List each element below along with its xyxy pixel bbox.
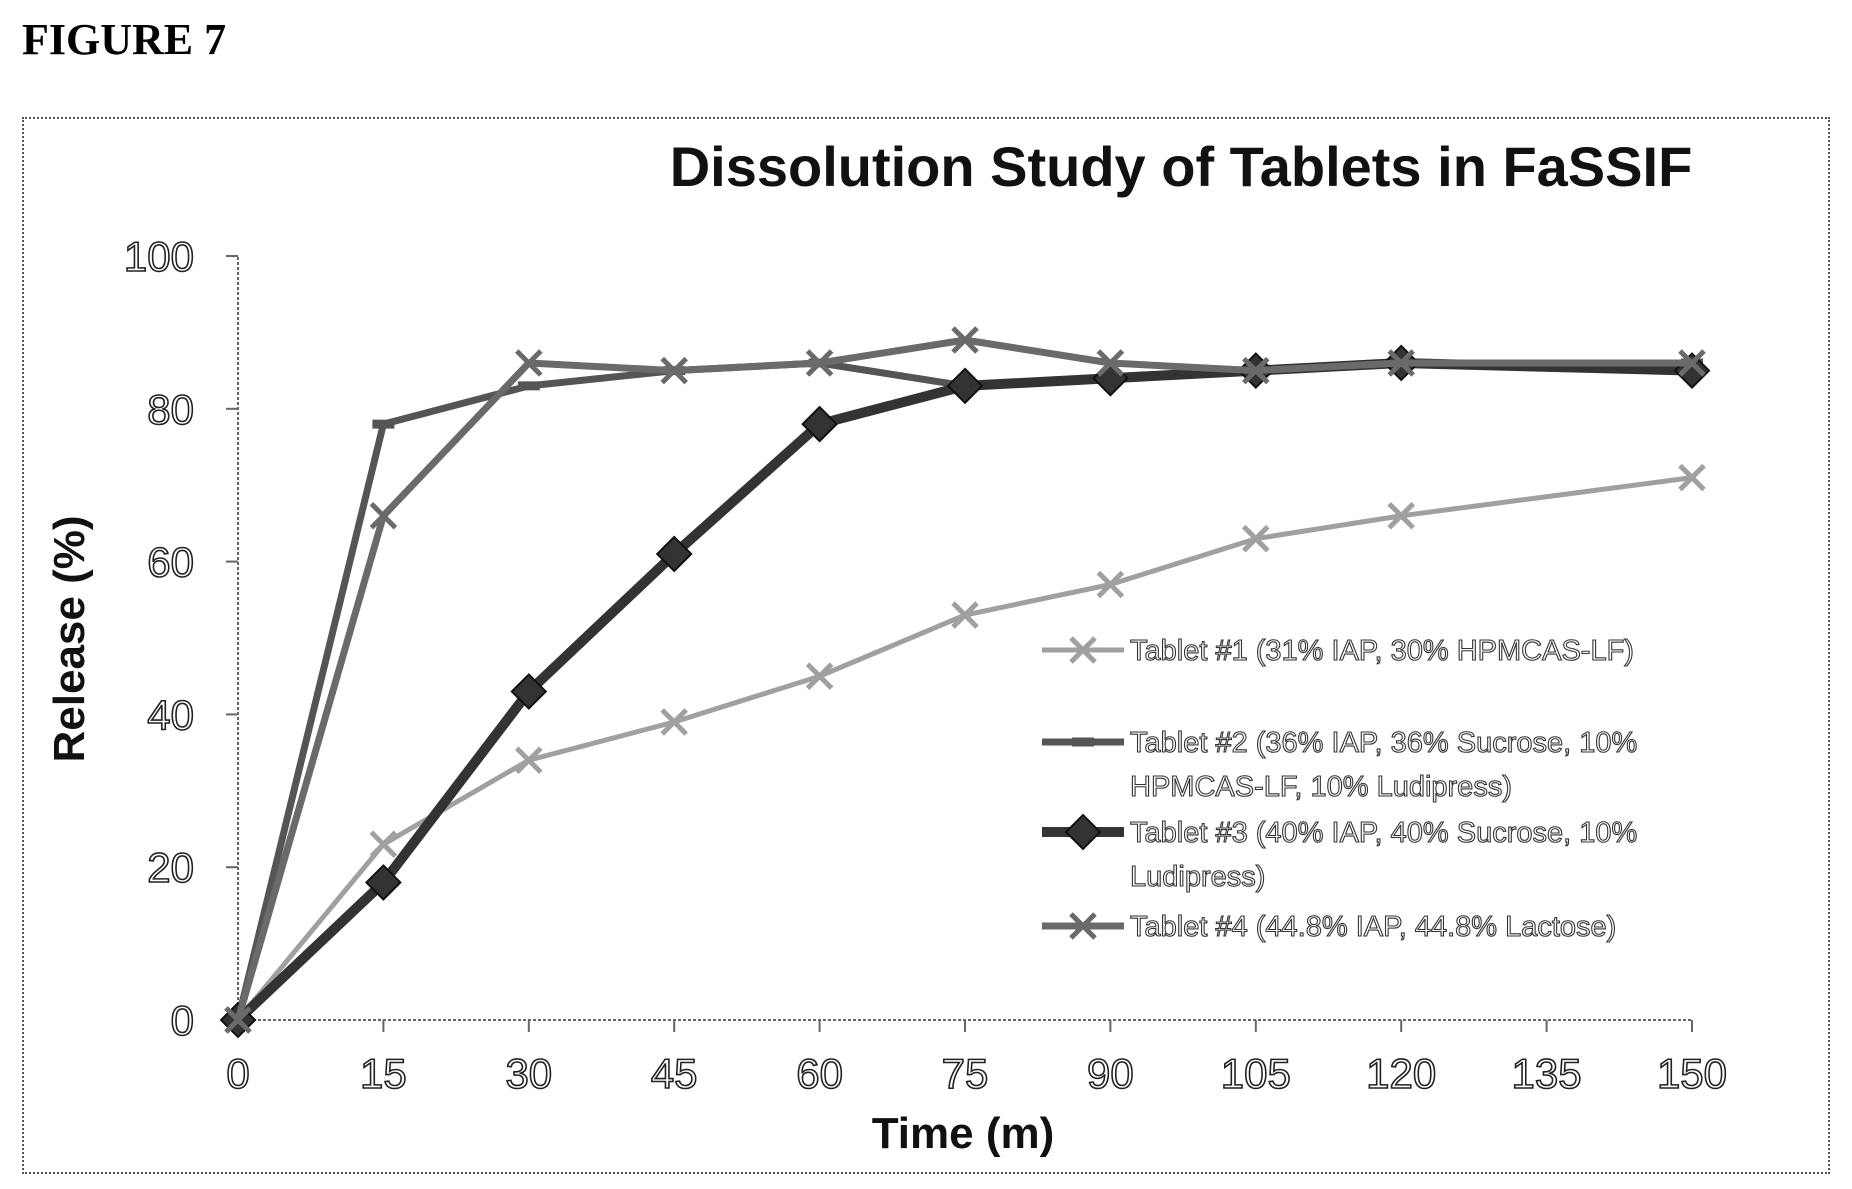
series-4-point — [515, 349, 543, 377]
marker-stroke — [1069, 912, 1097, 940]
marker-stroke — [369, 830, 398, 859]
series-3-point — [364, 864, 402, 901]
legend-label: Tablet #1 (31% IAP, 30% HPMCAS-LF) — [1130, 635, 1634, 667]
marker-stroke — [660, 356, 688, 385]
x-tick-label: 0 — [226, 1050, 249, 1097]
marker-stroke — [515, 349, 543, 377]
x-tick-label: 30 — [505, 1050, 552, 1097]
y-axis-title: Release (%) — [45, 515, 94, 762]
marker-stroke — [951, 326, 979, 354]
legend-label: Tablet #3 (40% IAP, 40% Sucrose, 10% — [1130, 817, 1637, 849]
x-axis-title: Time (m) — [872, 1109, 1055, 1158]
marker-stroke — [805, 349, 834, 377]
x-tick-label: 135 — [1512, 1050, 1582, 1097]
legend: Tablet #1 (31% IAP, 30% HPMCAS-LF) Tablet… — [1042, 634, 1638, 944]
legend-label: Tablet #4 (44.8% IAP, 44.8% Lactose) — [1130, 911, 1616, 943]
series-1-point — [951, 601, 979, 629]
series-1-point — [1242, 524, 1270, 553]
series-3-point — [510, 673, 548, 710]
legend-item-4: Tablet #4 (44.8% IAP, 44.8% Lactose) — [1042, 910, 1617, 944]
series-4-point — [951, 326, 979, 354]
marker-stroke — [1387, 349, 1415, 377]
series-4 — [224, 326, 1706, 1034]
marker-stroke — [1096, 349, 1125, 377]
series-3-point — [655, 535, 693, 573]
chart-title: Dissolution Study of Tablets in FaSSIF — [670, 135, 1693, 198]
series-1-point — [1678, 463, 1706, 492]
marker-stroke — [515, 746, 543, 775]
legend-label: Tablet #2 (36% IAP, 36% Sucrose, 10% — [1130, 727, 1637, 759]
x-tick-label: 90 — [1087, 1050, 1134, 1097]
series-4-point — [369, 501, 398, 530]
series-1-point — [805, 662, 834, 690]
y-tick-label: 20 — [147, 844, 194, 891]
marker-stroke — [951, 601, 979, 629]
series-3-point — [801, 405, 839, 443]
series-4-point — [1387, 349, 1415, 377]
legend-label: Ludipress) — [1130, 861, 1265, 893]
series-1-point — [660, 708, 688, 736]
y-tick-label: 40 — [147, 691, 194, 738]
x-tick-label: 60 — [796, 1050, 843, 1097]
marker-stroke — [1069, 636, 1097, 664]
series-1 — [224, 463, 1706, 1034]
series-4-point — [1096, 349, 1125, 377]
x-tick-label: 45 — [651, 1050, 698, 1097]
x-tick-label: 75 — [942, 1050, 989, 1097]
series-1-point — [1096, 570, 1125, 599]
series-4-point — [660, 356, 688, 385]
legend-label: HPMCAS-LF, 10% Ludipress) — [1130, 771, 1512, 803]
legend-item-1: Tablet #1 (31% IAP, 30% HPMCAS-LF) — [1042, 634, 1635, 668]
axes: 0 20 40 60 80 100 0 15 30 45 60 75 90 105 120 135 150 — [123, 232, 1728, 1098]
marker-stroke — [1242, 356, 1270, 385]
series-1-point — [369, 830, 398, 859]
y-tick-label: 80 — [147, 386, 194, 433]
figure-label: FIGURE 7 — [22, 15, 227, 64]
series-4-line — [234, 336, 1692, 1021]
chart-frame — [22, 117, 1830, 1174]
x-tick-label: 105 — [1221, 1050, 1291, 1097]
marker-stroke — [660, 708, 688, 736]
marker-stroke — [1678, 463, 1706, 492]
series-4-point — [1678, 349, 1706, 377]
marker-stroke — [369, 501, 398, 530]
series-4-point — [1242, 356, 1270, 385]
marker-stroke — [805, 662, 834, 690]
legend-item-3: Tablet #3 (40% IAP, 40% Sucrose, 10% Ludi… — [1042, 813, 1638, 894]
marker-stroke — [224, 1006, 252, 1034]
y-tick-label: 0 — [171, 997, 194, 1044]
series-4-point — [1069, 912, 1097, 940]
legend-item-2: Tablet #2 (36% IAP, 36% Sucrose, 10% HPMC… — [1042, 726, 1638, 804]
series-1-point — [1069, 636, 1097, 664]
series-1-line — [236, 475, 1693, 1022]
series-3-point — [946, 367, 984, 405]
marker-stroke — [1387, 501, 1415, 530]
y-tick-label: 60 — [147, 539, 194, 586]
series-1-point — [1387, 501, 1415, 530]
marker-stroke — [1096, 570, 1125, 599]
x-tick-label: 150 — [1657, 1050, 1727, 1097]
y-tick-label: 100 — [124, 233, 194, 280]
series-layer — [219, 326, 1711, 1039]
marker-stroke — [1242, 524, 1270, 553]
x-tick-label: 120 — [1366, 1050, 1436, 1097]
series-3-point — [1064, 813, 1102, 851]
marker-stroke — [1678, 349, 1706, 377]
series-3-point — [1673, 352, 1711, 390]
x-tick-label: 15 — [360, 1050, 407, 1097]
series-1-point — [515, 746, 543, 775]
series-4-point — [224, 1006, 252, 1034]
series-4-point — [805, 349, 834, 377]
